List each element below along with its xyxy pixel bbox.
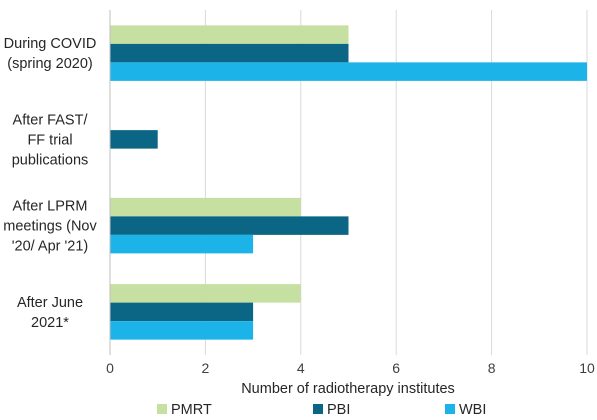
x-tick-label: 8: [488, 360, 496, 376]
bar-pbi-2: [110, 216, 349, 235]
category-labels: During COVID (spring 2020) After FAST/FF t…: [3, 36, 97, 331]
x-tick-label: 0: [106, 360, 114, 376]
category-label: (spring 2020): [7, 56, 92, 72]
legend: PMRT PBI WBI: [157, 402, 486, 418]
x-tick-label: 10: [579, 360, 595, 376]
bar-wbi-2: [110, 234, 254, 254]
category-label: meetings (Nov: [3, 219, 97, 235]
category-label: FF trial: [27, 132, 72, 148]
category-label: '20/ Apr '21): [12, 239, 88, 255]
legend-label-pbi: PBI: [327, 402, 350, 418]
x-tick-label: 4: [297, 360, 305, 376]
category-label: After LPRM: [13, 199, 88, 215]
bar-pbi-1: [110, 130, 158, 149]
legend-swatch-pbi: [313, 404, 323, 414]
bar-pbi-0: [110, 43, 349, 63]
legend-label-wbi: WBI: [459, 402, 486, 418]
category-label: During COVID: [4, 36, 97, 52]
bars: [110, 25, 587, 340]
legend-label-pmrt: PMRT: [171, 402, 212, 418]
legend-swatch-pmrt: [157, 404, 167, 414]
legend-swatch-wbi: [445, 404, 455, 414]
bar-wbi-0: [110, 62, 587, 81]
bar-pmrt-2: [110, 197, 301, 217]
bar-pbi-3: [110, 302, 254, 322]
x-axis: 0 2 4 6 8 10: [106, 10, 595, 376]
x-axis-title: Number of radiotherapy institutes: [241, 381, 455, 397]
category-label: 2021*: [31, 315, 69, 331]
bar-wbi-3: [110, 321, 254, 340]
bar-pmrt-0: [110, 25, 349, 44]
category-label: publications: [12, 152, 89, 168]
x-tick-label: 6: [392, 360, 400, 376]
bar-pmrt-3: [110, 284, 301, 303]
x-tick-label: 2: [202, 360, 210, 376]
category-label: After June: [17, 295, 83, 311]
category-label: After FAST/: [13, 112, 89, 128]
